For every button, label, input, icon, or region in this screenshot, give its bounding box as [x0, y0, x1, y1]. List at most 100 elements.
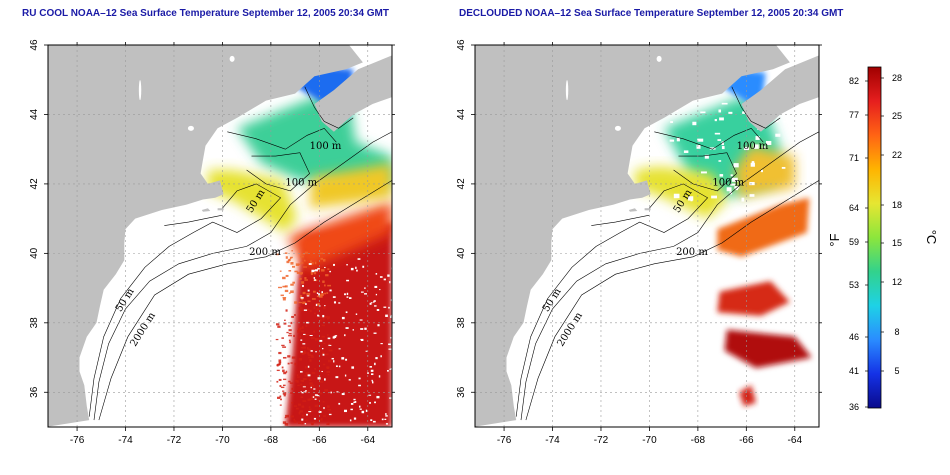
cloud-gap — [389, 397, 392, 399]
sst-speckle — [280, 294, 284, 297]
cloud-gap — [376, 395, 380, 399]
cloud-gap — [676, 137, 680, 142]
cloud-gap — [359, 319, 363, 321]
cloud-gap — [349, 419, 352, 422]
sst-speckle — [322, 415, 327, 417]
cloud-gap — [381, 418, 384, 421]
cloud-gap — [316, 395, 320, 397]
cloud-gap — [788, 129, 794, 132]
cloud-gap — [730, 174, 733, 177]
sst-speckle — [328, 343, 330, 346]
cloud-gap — [784, 115, 788, 118]
sst-speckle — [323, 324, 326, 327]
sst-speckle — [304, 366, 307, 369]
sst-speckle — [319, 319, 322, 322]
colorbar: 82 77 71 64 59 53 46 41 36 28 25 22 18 15 12 8 5 °F °C — [827, 66, 939, 412]
cloud-gap — [365, 409, 368, 412]
sst-speckle — [327, 284, 332, 287]
sst-speckle — [310, 271, 313, 274]
sst-speckle — [298, 411, 301, 415]
sst-speckle — [284, 417, 287, 419]
sst-speckle — [279, 270, 282, 272]
cloud-gap — [718, 109, 722, 113]
cloud-gap — [359, 408, 362, 410]
cloud-gap — [775, 120, 779, 123]
x-tick-label: -76 — [497, 435, 512, 446]
cloud-gap — [358, 377, 361, 380]
sst-speckle — [310, 422, 313, 424]
sst-speckle — [299, 277, 302, 280]
cloud-gap — [380, 343, 383, 345]
sst-speckle — [289, 382, 294, 384]
sst-speckle — [282, 384, 286, 386]
cloud-gap — [375, 293, 378, 296]
sst-speckle — [286, 331, 289, 334]
cloud-gap — [334, 335, 338, 337]
sst-speckle — [308, 348, 312, 352]
sst-speckle — [282, 356, 287, 359]
colorbar-c-label: 18 — [892, 200, 902, 210]
sst-speckle — [295, 263, 300, 266]
sst-speckle — [280, 398, 282, 401]
cloud-gap — [317, 267, 320, 270]
cloud-gap — [322, 314, 325, 318]
cloud-gap — [364, 293, 367, 295]
cloud-gap — [300, 297, 304, 299]
sst-speckle — [302, 346, 307, 349]
sst-speckle — [303, 259, 306, 262]
sst-speckle — [282, 390, 285, 392]
sst-speckle — [321, 269, 325, 272]
cloud-gap — [302, 343, 306, 345]
x-tick-label: -66 — [312, 435, 327, 446]
sst-speckle — [291, 250, 293, 252]
contour-shelf-inner — [164, 214, 223, 226]
sst-speckle — [284, 423, 289, 426]
cloud-gap — [704, 154, 709, 159]
sst-speckle — [291, 315, 295, 318]
colorbar-f-label: 59 — [849, 237, 859, 247]
cloud-gap — [321, 370, 323, 373]
sst-speckle — [282, 421, 287, 424]
cloud-gap — [364, 287, 366, 289]
cloud-gap — [315, 303, 318, 307]
cloud-gap — [335, 376, 339, 379]
cloud-gap — [332, 296, 336, 298]
cloud-gap — [721, 146, 725, 150]
map-content — [48, 45, 392, 427]
island — [644, 208, 651, 211]
colorbar-fahrenheit-label: °F — [827, 233, 842, 246]
sst-speckle — [282, 297, 286, 301]
sst-speckle — [320, 257, 324, 260]
sst-speckle — [299, 335, 302, 339]
sst-speckle — [308, 408, 312, 410]
sst-speckle — [300, 379, 304, 382]
bathymetry-contours — [515, 86, 819, 421]
sst-speckle — [306, 292, 311, 296]
cloud-gap — [313, 388, 316, 390]
sst-speckle — [276, 364, 279, 367]
colorbar-c-label: 25 — [892, 111, 902, 121]
sst-speckle — [322, 280, 325, 283]
sst-speckle — [277, 396, 281, 399]
cloud-gap — [338, 402, 341, 405]
sst-speckle — [311, 336, 315, 340]
sst-speckle — [278, 362, 281, 366]
sst-speckle — [306, 346, 309, 350]
sst-scotian-shelf — [309, 163, 392, 209]
sst-small-patch — [739, 385, 756, 407]
cloud-gap — [388, 343, 391, 346]
sst-speckle — [322, 401, 325, 403]
cloud-gap — [308, 411, 312, 413]
cloud-gap — [385, 423, 388, 425]
cloud-gap — [765, 140, 772, 145]
sst-speckle — [316, 295, 321, 298]
cloud-gap — [300, 391, 302, 393]
cloud-gap — [721, 102, 728, 105]
colorbar-c-label: 12 — [892, 277, 902, 287]
cloud-gap — [338, 302, 341, 304]
lake — [656, 55, 662, 62]
contour-fundy — [731, 86, 781, 129]
cloud-gap — [711, 195, 717, 199]
sst-speckle — [300, 330, 305, 332]
sst-speckle — [278, 351, 282, 355]
